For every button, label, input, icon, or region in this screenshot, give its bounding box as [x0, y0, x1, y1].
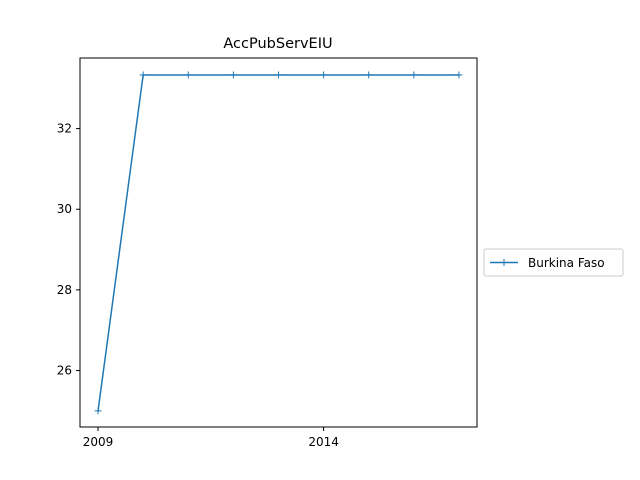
y-tick-label: 26: [57, 364, 72, 378]
x-tick-label: 2014: [308, 435, 339, 449]
data-point-marker: [320, 71, 328, 79]
legend: Burkina Faso: [483, 248, 624, 277]
data-point-marker: [139, 71, 147, 79]
y-tick-label: 32: [57, 122, 72, 136]
y-tick-label: 30: [57, 202, 72, 216]
data-point-marker: [365, 71, 373, 79]
chart-title: AccPubServEIU: [223, 36, 332, 52]
plot-area: 2009 2014 26 28 30 32: [57, 57, 478, 449]
plot-frame: [79, 57, 478, 428]
data-point-marker: [184, 71, 192, 79]
legend-box: [483, 248, 624, 277]
y-tick-label: 28: [57, 283, 72, 297]
data-point-marker: [455, 71, 463, 79]
series-line: [97, 74, 459, 411]
data-point-marker: [94, 407, 102, 415]
x-tick-label: 2009: [83, 435, 114, 449]
data-point-marker: [410, 71, 418, 79]
legend-label: Burkina Faso: [528, 256, 605, 270]
data-point-marker: [275, 71, 282, 79]
data-point-marker: [229, 71, 237, 79]
